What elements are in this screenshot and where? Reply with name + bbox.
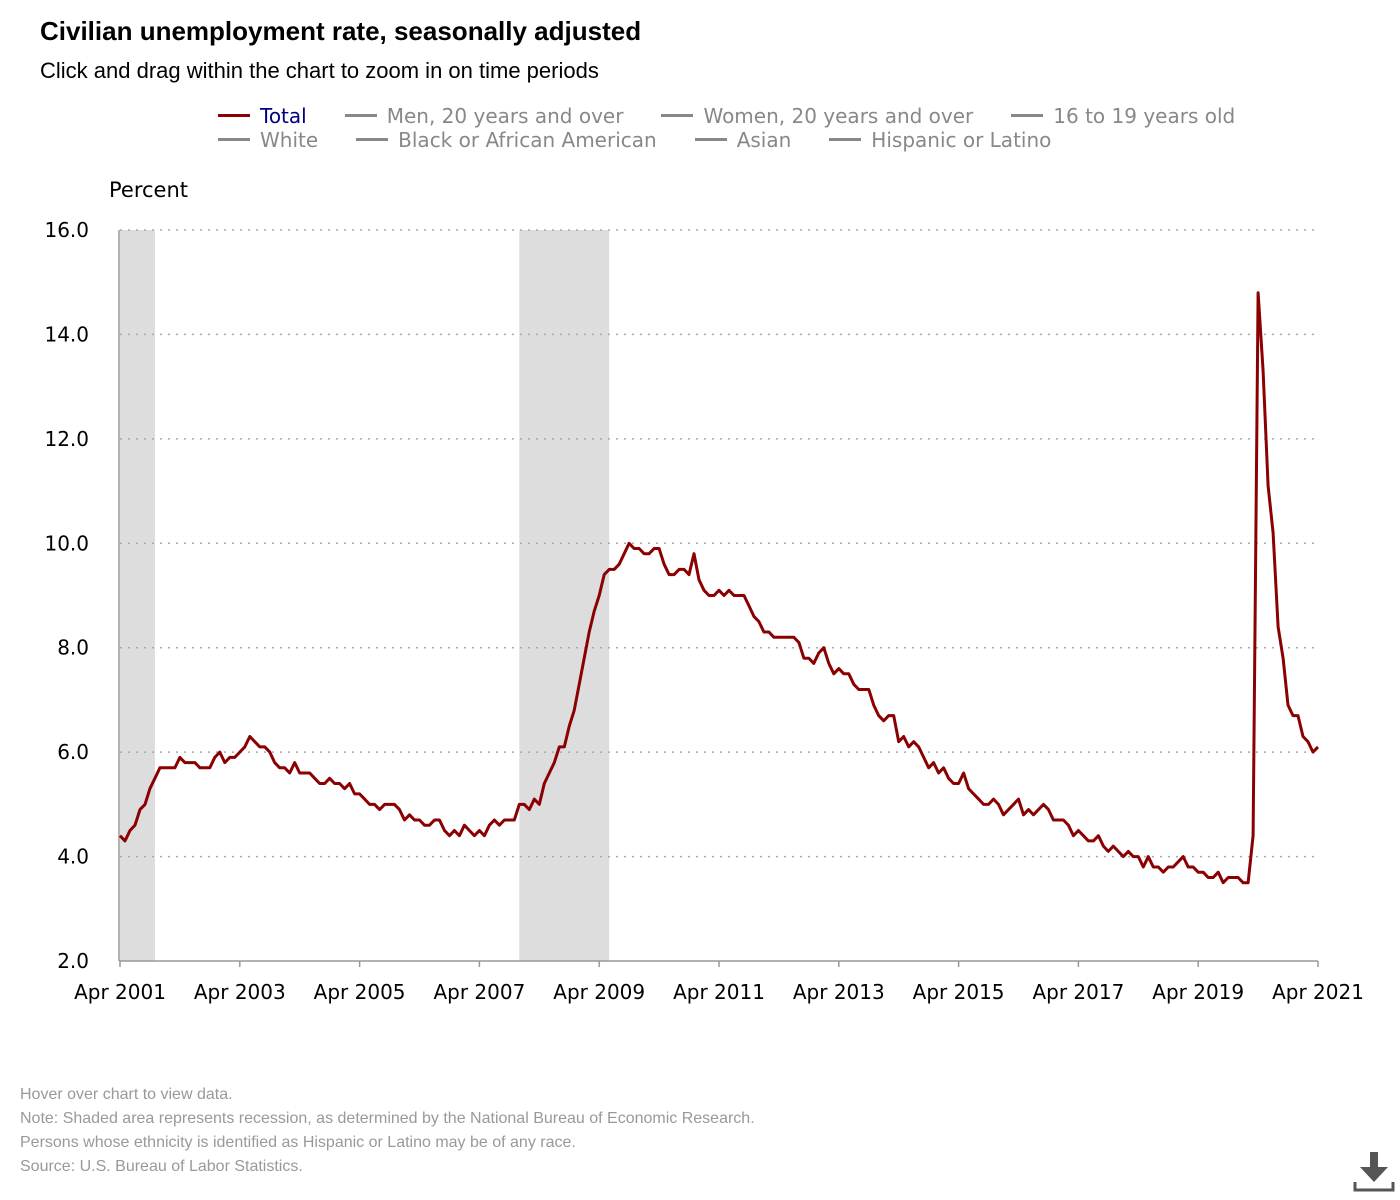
legend-label: Black or African American bbox=[398, 128, 657, 152]
line-chart[interactable]: 16.0 14.0 12.0 10.0 8.0 6.0 4.0 2.0 Apr 2001 Apr … bbox=[0, 0, 1400, 1060]
legend-item-hispanic[interactable]: Hispanic or Latino bbox=[829, 128, 1051, 152]
source-note: Source: U.S. Bureau of Labor Statistics. bbox=[20, 1158, 303, 1175]
legend-item-women-20-over[interactable]: Women, 20 years and over bbox=[661, 104, 973, 128]
legend-swatch bbox=[218, 114, 250, 117]
recession-band bbox=[519, 230, 610, 961]
legend-swatch bbox=[356, 138, 389, 141]
legend-label: Hispanic or Latino bbox=[871, 128, 1052, 152]
y-tick-label: 6.0 bbox=[57, 740, 89, 764]
legend-label: Men, 20 years and over bbox=[386, 104, 624, 128]
y-tick-label: 12.0 bbox=[44, 427, 89, 451]
legend-row-2: White Black or African American Asian Hispa… bbox=[218, 128, 1318, 152]
recession-band bbox=[120, 230, 155, 961]
legend-item-black[interactable]: Black or African American bbox=[356, 128, 657, 152]
legend: Total Men, 20 years and over Women, 20 yea… bbox=[218, 104, 1318, 152]
legend-swatch bbox=[829, 138, 862, 141]
legend-label: 16 to 19 years old bbox=[1053, 104, 1236, 128]
x-tick-label: Apr 2001 bbox=[74, 980, 166, 1004]
x-tick-label: Apr 2009 bbox=[553, 980, 645, 1004]
x-tick-label: Apr 2019 bbox=[1152, 980, 1244, 1004]
legend-item-white[interactable]: White bbox=[218, 128, 318, 152]
y-tick-label: 16.0 bbox=[44, 218, 89, 242]
x-tick-label: Apr 2011 bbox=[673, 980, 765, 1004]
legend-swatch bbox=[344, 114, 377, 117]
grid-lines bbox=[120, 229, 1318, 858]
legend-swatch bbox=[1011, 114, 1044, 117]
y-tick-label: 10.0 bbox=[44, 531, 89, 555]
x-tick-label: Apr 2015 bbox=[913, 980, 1005, 1004]
legend-item-men-20-over[interactable]: Men, 20 years and over bbox=[344, 104, 624, 128]
recession-note: Note: Shaded area represents recession, … bbox=[20, 1110, 755, 1127]
x-tick-label: Apr 2017 bbox=[1032, 980, 1124, 1004]
legend-swatch bbox=[694, 138, 727, 141]
legend-swatch bbox=[218, 138, 250, 141]
download-icon[interactable] bbox=[1352, 1150, 1396, 1194]
series-layer bbox=[118, 291, 1320, 885]
legend-item-asian[interactable]: Asian bbox=[694, 128, 792, 152]
recession-shading bbox=[120, 230, 610, 961]
legend-row-1: Total Men, 20 years and over Women, 20 yea… bbox=[218, 104, 1318, 128]
hover-note: Hover over chart to view data. bbox=[20, 1086, 233, 1103]
legend-swatch bbox=[661, 114, 694, 117]
series-line-total bbox=[118, 291, 1320, 885]
legend-label: Women, 20 years and over bbox=[703, 104, 974, 128]
legend-label: Asian bbox=[736, 128, 792, 152]
x-tick-label: Apr 2013 bbox=[793, 980, 885, 1004]
ethnicity-note: Persons whose ethnicity is identified as… bbox=[20, 1134, 576, 1151]
y-axis-label: Percent bbox=[109, 178, 189, 202]
y-tick-label: 8.0 bbox=[57, 636, 89, 660]
x-tick-label: Apr 2007 bbox=[433, 980, 525, 1004]
y-tick-label: 4.0 bbox=[57, 845, 89, 869]
axes: 16.0 14.0 12.0 10.0 8.0 6.0 4.0 2.0 Apr 2001 Apr … bbox=[44, 218, 1363, 1004]
chart-subtitle: Click and drag within the chart to zoom … bbox=[40, 58, 599, 83]
x-tick-label: Apr 2021 bbox=[1272, 980, 1364, 1004]
x-tick-label: Apr 2003 bbox=[194, 980, 286, 1004]
legend-item-16-to-19[interactable]: 16 to 19 years old bbox=[1011, 104, 1235, 128]
y-tick-label: 14.0 bbox=[44, 322, 89, 346]
chart-title: Civilian unemployment rate, seasonally a… bbox=[40, 16, 642, 46]
x-tick-label: Apr 2005 bbox=[314, 980, 406, 1004]
legend-label: Total bbox=[260, 104, 307, 128]
legend-label: White bbox=[260, 128, 319, 152]
y-tick-label: 2.0 bbox=[57, 949, 89, 973]
legend-item-total[interactable]: Total bbox=[218, 104, 307, 128]
chart-notes: Hover over chart to view data. Note: Sha… bbox=[20, 1083, 755, 1179]
